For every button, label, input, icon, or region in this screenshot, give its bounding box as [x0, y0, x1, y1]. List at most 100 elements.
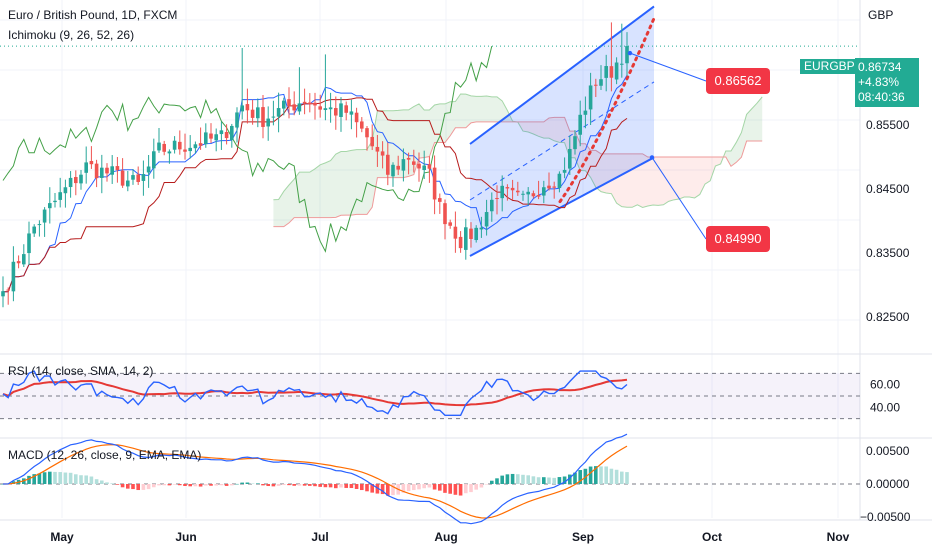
macd-histogram-bar: [271, 484, 276, 487]
time-axis-label: May: [50, 530, 74, 544]
macd-histogram-bar: [48, 471, 52, 484]
macd-legend[interactable]: MACD (12, 26, close, 9, EMA, EMA): [8, 448, 202, 462]
candle-body: [53, 200, 57, 203]
candle-body: [568, 148, 572, 169]
time-axis-label: Sep: [572, 530, 594, 544]
candle-body: [479, 227, 484, 230]
candle-body: [214, 134, 218, 141]
candle-body: [526, 191, 530, 195]
annotation-lower[interactable]: 0.84990: [706, 226, 770, 252]
macd-histogram-bar: [292, 484, 296, 486]
cloud-segment: [741, 114, 747, 158]
macd-histogram-bar: [219, 484, 224, 486]
symbol-badge[interactable]: EURGBP: [800, 59, 859, 74]
candle-body: [417, 163, 421, 169]
ichimoku-cloud: [273, 93, 763, 228]
candle-body: [620, 63, 624, 65]
macd-histogram-bar: [297, 484, 302, 486]
macd-histogram-bar: [245, 482, 250, 484]
cloud-segment: [564, 117, 570, 158]
macd-histogram-bar: [594, 466, 598, 484]
candle-body: [370, 136, 374, 147]
cloud-segment: [424, 109, 430, 158]
cloud-segment: [528, 121, 534, 134]
cloud-segment: [497, 96, 503, 122]
candle-body: [42, 209, 47, 223]
candle-body: [188, 147, 192, 152]
currency-label: GBP: [868, 8, 894, 22]
cloud-segment: [549, 117, 555, 141]
candle-body: [318, 106, 322, 110]
macd-histogram-bar: [235, 483, 239, 485]
cloud-segment: [642, 153, 648, 208]
macd-histogram-bar: [94, 479, 99, 484]
candle-body: [94, 163, 99, 179]
cloud-segment: [684, 157, 690, 198]
cloud-segment: [346, 150, 352, 216]
rsi-legend[interactable]: RSI (14, close, SMA, 14, 2): [8, 364, 154, 378]
macd-histogram-bar: [334, 484, 338, 489]
candle-body: [115, 166, 120, 171]
macd-histogram-bar: [240, 482, 244, 484]
macd-histogram-bar: [42, 472, 47, 484]
candle-body: [365, 128, 369, 138]
candle-body: [292, 104, 296, 111]
grid: [0, 0, 932, 521]
macd-histogram-bar: [115, 484, 120, 485]
macd-histogram-bar: [578, 470, 582, 484]
cloud-segment: [736, 132, 742, 163]
candle-body: [349, 111, 354, 115]
candle-body: [542, 187, 546, 196]
macd-histogram-bar: [302, 484, 307, 486]
macd-histogram-bar: [542, 477, 546, 484]
cloud-segment: [538, 121, 544, 139]
candle-body: [438, 198, 442, 202]
candle-body: [308, 102, 312, 105]
cloud-segment: [278, 191, 284, 227]
candle-body: [1, 291, 5, 297]
macd-histogram-bar: [360, 484, 364, 491]
annotation-upper[interactable]: 0.86562: [706, 68, 770, 94]
macd-histogram-bar: [479, 484, 484, 488]
channel-fill: [470, 6, 654, 257]
macd-histogram-bar: [126, 484, 130, 489]
price-tick-label: 0.84500: [866, 182, 910, 196]
candle-body: [193, 144, 198, 149]
channel-mid-line: [469, 81, 655, 201]
candle-body: [412, 161, 416, 165]
candle-body: [313, 102, 317, 106]
ichimoku-legend[interactable]: Ichimoku (9, 26, 52, 26): [8, 28, 135, 42]
candle-body: [297, 103, 302, 112]
macd-histogram-bar: [344, 484, 348, 488]
cloud-segment: [320, 162, 326, 218]
macd-histogram-bar: [406, 484, 411, 492]
cloud-segment: [356, 149, 362, 215]
candle-body: [391, 164, 395, 177]
rsi-pane: [0, 370, 860, 420]
candle-body: [37, 224, 42, 226]
parallel-channel[interactable]: [469, 5, 655, 257]
price-tag-change: +4.83%: [858, 75, 900, 89]
macd-histogram-bar: [276, 484, 281, 486]
candle-body: [126, 180, 130, 187]
candle-body: [266, 118, 270, 127]
candle-body: [505, 187, 510, 189]
candle-body: [474, 227, 478, 241]
cloud-segment: [689, 157, 695, 198]
cloud-segment: [559, 117, 565, 143]
candle-body: [588, 85, 593, 110]
candle-body: [105, 167, 109, 174]
macd-histogram-bar: [224, 484, 229, 486]
candle-body: [198, 143, 203, 146]
candle-body: [110, 166, 114, 175]
candle-body: [178, 141, 182, 150]
macd-histogram-bar: [209, 484, 213, 486]
macd-histogram-bar: [84, 475, 88, 484]
cloud-segment: [309, 168, 315, 218]
cloud-segment: [393, 110, 399, 178]
macd-histogram-bar: [328, 484, 333, 488]
macd-histogram-bar: [620, 471, 624, 484]
cloud-segment: [481, 96, 487, 122]
price-tag-price: 0.86734: [858, 60, 902, 74]
candle-body: [224, 131, 229, 139]
